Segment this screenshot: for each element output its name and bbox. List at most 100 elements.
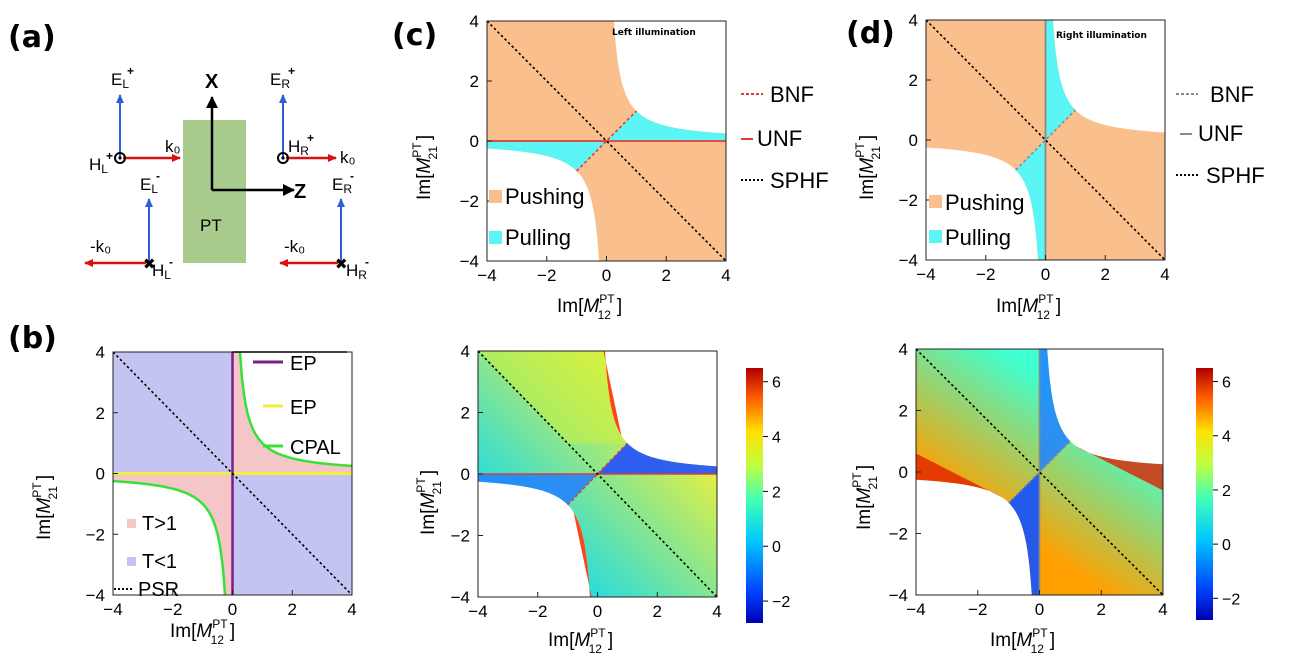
heatmap-blue-c-bottom-right <box>597 443 717 474</box>
x-axis-label-symbol-b: M <box>196 621 212 642</box>
region-pulling-c-top-left <box>487 141 607 171</box>
y-axis-label-d-bottom: Im[MPT 21] <box>850 465 880 530</box>
x-tick-label-d-bottom-4: 4 <box>1158 600 1167 619</box>
region-pulling-d-top-bottom <box>1015 140 1046 260</box>
y-axis-label-symbol-d-bottom: M <box>854 488 875 504</box>
k0-right-top-label: k₀ <box>340 148 356 167</box>
legend-c-pushing-label: Pushing <box>505 184 585 209</box>
y-axis-label-base-c-bottom: Im[ <box>418 508 439 535</box>
panel-label-c: (c) <box>392 18 437 53</box>
x-axis-label-sup-c-bottom: PT <box>590 626 606 640</box>
colorbar-tick-label-d-4: −2 <box>1222 591 1240 608</box>
x-tick-label-c-bottom-3: 2 <box>653 602 662 621</box>
hr-minus-cross: ✖ <box>335 255 348 273</box>
heatmap-band-c-bottom-a <box>478 351 628 444</box>
x-tick-label-b-3: 2 <box>288 600 297 619</box>
x-tick-label-c-top-4: 4 <box>721 266 730 285</box>
sphf-line-d-bottom <box>915 348 1164 596</box>
y-tick-label-c-top-3: 2 <box>470 72 479 91</box>
y-axis-label-close-d-top: ] <box>857 135 878 140</box>
y-axis-label-base-d-top: Im[ <box>857 173 878 200</box>
x-tick-label-d-bottom-1: −2 <box>968 600 987 619</box>
legend-t-lt-1-swatch <box>127 557 136 566</box>
x-axis-label-close-c-top: ] <box>617 296 622 317</box>
y-axis-label-base-c-top: Im[ <box>414 173 435 200</box>
region-pulling-d-top-top <box>1045 20 1076 140</box>
legend-c-sphf-label: SPHF <box>770 168 829 193</box>
x-axis-label-base-d-top: Im[ <box>996 296 1023 317</box>
legend-c-right: BNF UNF SPHF <box>741 82 829 193</box>
panel-label-d: (d) <box>846 16 895 51</box>
x-axis-label-close-d-top: ] <box>1056 296 1061 317</box>
inset-title-c: Left illumination <box>612 28 696 38</box>
inset-title-d: Right illumination <box>1056 31 1147 41</box>
sphf-line-c-bottom <box>477 350 718 598</box>
y-axis-label-sub-c-top: 21 <box>426 146 440 160</box>
er-minus-sup: - <box>350 169 354 183</box>
legend-cpal-label: CPAL <box>290 437 341 459</box>
y-tick-label-b-0: −4 <box>86 586 105 605</box>
legend-psr-label: PSR <box>138 579 179 601</box>
x-axis-label-sub-b: 12 <box>211 633 225 647</box>
x-axis-label-d-bottom: Im[MPT 12] <box>990 626 1055 656</box>
x-axis-label-symbol-c-top: M <box>583 296 599 317</box>
x-tick-label-d-top-4: 4 <box>1160 265 1169 284</box>
x-tick-label-b-4: 4 <box>347 600 356 619</box>
legend-b-inside: T>1 T<1 PSR <box>114 513 179 601</box>
y-tick-label-c-bottom-0: −4 <box>451 588 470 607</box>
legend-d-inside: Pushing Pulling Right illumination <box>929 31 1147 250</box>
heatmap-red-d-bottom-right <box>1076 446 1163 491</box>
x-axis-label-close-c-bottom: ] <box>608 630 613 651</box>
heatmap-red-c-bottom-top <box>603 351 622 436</box>
x-axis-label-symbol-d-top: M <box>1022 296 1038 317</box>
y-tick-label-c-top-0: −4 <box>460 252 479 271</box>
legend-d-pulling-swatch <box>929 230 942 243</box>
legend-d-unf-label: UNF <box>1198 121 1243 146</box>
sphf-line-c-top <box>486 20 727 262</box>
y-tick-label-d-bottom-2: 0 <box>899 463 908 482</box>
hl-plus-sup: + <box>106 149 113 163</box>
legend-ep-horizontal-label: EP <box>290 397 317 419</box>
er-minus-base: E <box>332 175 343 194</box>
legend-c-unf-label: UNF <box>757 126 802 151</box>
hl-plus-dot <box>114 152 126 164</box>
hr-minus-base: H <box>346 261 358 280</box>
er-plus-sup: + <box>288 64 295 78</box>
colorbar-d <box>1196 368 1213 620</box>
legend-c-pushing-swatch <box>489 190 502 203</box>
hl-plus-base: H <box>89 155 101 174</box>
hl-minus-cross: ✖ <box>143 255 156 273</box>
y-tick-label-b-4: 4 <box>96 343 105 362</box>
colorbar-tick-label-c-2: 2 <box>772 484 781 501</box>
svg-text:HL-: HL- <box>152 255 173 282</box>
svg-text:ER+: ER+ <box>270 64 295 91</box>
svg-text:EL+: EL+ <box>111 64 134 91</box>
el-plus-base: E <box>111 70 122 89</box>
y-tick-label-d-top-3: 2 <box>909 71 918 90</box>
y-axis-label-sup-c-top: PT <box>410 142 424 158</box>
y-axis-label-symbol-c-bottom: M <box>418 493 439 509</box>
y-axis-label-sup-d-bottom: PT <box>850 472 864 488</box>
x-axis-label: X <box>205 71 219 93</box>
y-tick-label-d-top-1: −2 <box>899 191 918 210</box>
x-tick-label-c-top-2: 0 <box>602 266 611 285</box>
region-pulling-c-top-right <box>606 111 726 141</box>
y-tick-label-c-top-1: −2 <box>460 192 479 211</box>
pt-slab <box>183 120 246 263</box>
y-tick-label-c-bottom-2: 0 <box>461 465 470 484</box>
bnf-line-d-bottom <box>1008 440 1071 504</box>
y-axis-label-symbol-d-top: M <box>857 158 878 174</box>
colorbar-tick-label-c-3: 0 <box>772 539 781 556</box>
y-axis-label-sup-d-top: PT <box>853 142 867 158</box>
y-tick-label-c-bottom-1: −2 <box>451 527 470 546</box>
y-axis-label-sub-c-bottom: 21 <box>430 481 444 495</box>
colorbar-tick-label-c-0: 6 <box>772 375 781 392</box>
legend-d-bnf-label: BNF <box>1210 82 1254 107</box>
legend-t-gt-1-label: T>1 <box>142 513 177 535</box>
legend-t-gt-1-swatch <box>127 519 136 528</box>
y-axis-label-b: Im[MPT 21] <box>30 475 60 540</box>
x-axis-label-symbol-c-bottom: M <box>574 630 590 651</box>
y-tick-label-c-bottom-4: 4 <box>461 342 470 361</box>
